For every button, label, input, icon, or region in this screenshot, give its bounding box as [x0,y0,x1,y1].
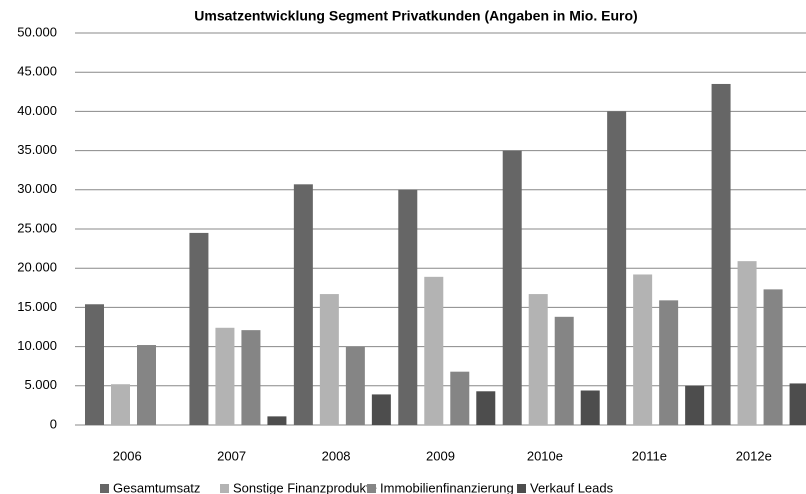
bar [633,274,653,425]
x-tick-label: 2006 [113,448,142,463]
bar [371,394,391,425]
legend-swatch [517,484,526,493]
bar [789,383,806,425]
y-tick-label: 0 [50,416,57,431]
bar [215,327,235,425]
x-tick-label: 2008 [322,448,351,463]
y-tick-label: 40.000 [17,103,57,118]
y-tick-label: 10.000 [17,338,57,353]
y-tick-label: 45.000 [17,64,57,79]
bar [241,330,261,425]
x-tick-label: 2012e [736,448,772,463]
bar [137,345,156,425]
bar [763,289,783,425]
bar [424,276,444,425]
bar [319,294,339,425]
bar [111,384,130,425]
x-tick-label: 2011e [632,448,667,463]
bar [502,150,522,425]
bar [607,111,627,426]
bar [711,83,731,426]
y-tick-label: 5.000 [24,377,57,392]
x-tick-label: 2009 [426,448,455,463]
y-tick-label: 35.000 [17,142,57,157]
legend-label: Sonstige Finanzprodukte [233,480,377,494]
bar [580,390,600,425]
legend-swatch [367,484,376,493]
y-tick-label: 50.000 [17,24,57,39]
chart-title: Umsatzentwicklung Segment Privatkunden (… [194,8,637,24]
y-tick-label: 20.000 [17,260,57,275]
bar [476,391,496,425]
y-tick-label: 30.000 [17,181,57,196]
bar [685,385,705,425]
bar [528,294,548,425]
x-tick-label: 2010e [527,448,563,463]
bar [398,189,418,425]
bar [450,371,470,425]
y-tick-label: 15.000 [17,299,57,314]
legend-label: Gesamtumsatz [113,480,200,494]
legend-swatch [220,484,229,493]
x-tick-label: 2007 [217,448,246,463]
legend-swatch [100,484,109,493]
bar [737,261,757,425]
legend-label: Verkauf Leads [530,480,614,494]
bar [659,300,679,425]
bar [293,184,313,425]
y-tick-label: 25.000 [17,220,57,235]
legend-label: Immobilienfinanzierung [380,480,514,494]
bar [345,346,365,425]
bar [189,232,209,425]
bar [85,304,104,425]
bar [267,416,287,425]
bar [554,316,574,425]
